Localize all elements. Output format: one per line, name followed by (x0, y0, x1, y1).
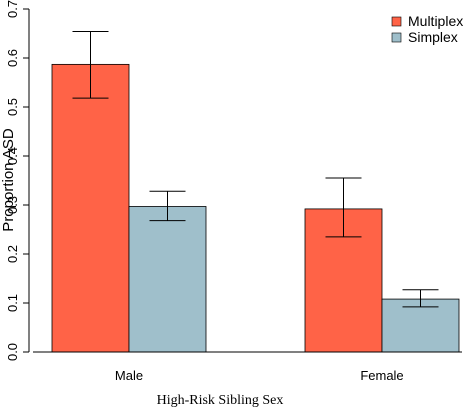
legend-label-multiplex: Multiplex (408, 13, 463, 29)
error-bar-simplex-female (402, 289, 439, 308)
y-tick-label: 0.5 (5, 98, 20, 116)
error-bar-multiplex-male (72, 31, 109, 99)
error-bar-simplex-male (149, 190, 186, 222)
legend-swatch-simplex (391, 32, 402, 43)
y-axis: 0.0 0.1 0.2 0.3 0.4 0.5 0.6 0.7 (5, 0, 30, 361)
bar-multiplex-male (51, 63, 130, 353)
bar-simplex-female (381, 298, 460, 353)
error-bar-multiplex-female (325, 177, 362, 238)
bars-group (51, 63, 460, 353)
y-axis-title: Proportion ASD (0, 128, 17, 232)
bar-simplex-male (128, 206, 207, 353)
error-bars-group (72, 31, 439, 308)
y-tick-label: 0.4 (5, 147, 20, 165)
y-tick-label: 0.3 (5, 196, 20, 214)
x-tick-label-male: Male (115, 368, 143, 383)
y-tick-label: 0.1 (5, 294, 20, 312)
x-tick-label-female: Female (360, 368, 403, 383)
legend-label-simplex: Simplex (408, 29, 458, 45)
y-tick-label: 0.2 (5, 245, 20, 263)
y-tick-label: 0.7 (5, 0, 20, 18)
x-axis-tick-labels: Male Female (115, 368, 404, 383)
y-tick-label: 0.0 (5, 343, 20, 361)
legend: Multiplex Simplex (391, 13, 463, 45)
legend-swatch-multiplex (391, 16, 402, 27)
y-tick-label: 0.6 (5, 49, 20, 67)
x-axis-title: High-Risk Sibling Sex (157, 393, 284, 408)
